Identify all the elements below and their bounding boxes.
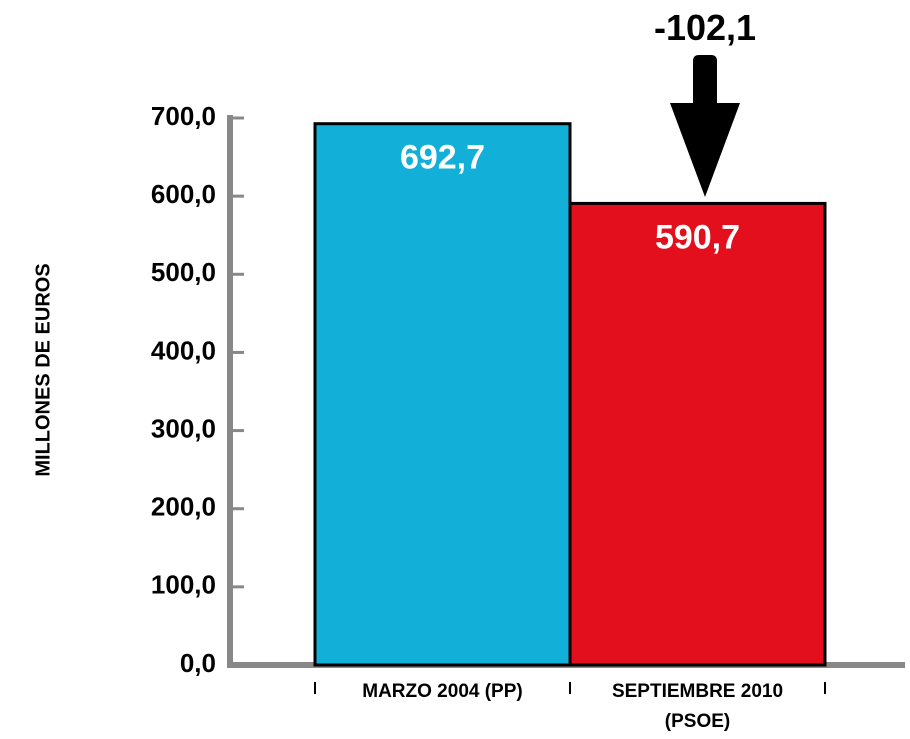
difference-label: -102,1 bbox=[654, 7, 756, 48]
labels: 0,0 100,0 200,0 300,0 400,0 500,0 600,0 700,0 69… bbox=[151, 101, 783, 732]
x-category-label: (PSOE) bbox=[665, 711, 730, 732]
y-tick-label: 400,0 bbox=[151, 335, 216, 365]
y-tick-label: 600,0 bbox=[151, 179, 216, 209]
y-axis-label: MILLONES DE EUROS bbox=[32, 263, 54, 476]
bar-value-label: 692,7 bbox=[400, 139, 485, 177]
x-category-label: MARZO 2004 (PP) bbox=[362, 681, 522, 702]
bar bbox=[313, 122, 572, 667]
difference-annotation: -102,1 bbox=[654, 7, 756, 197]
bars bbox=[313, 122, 827, 667]
y-tick-label: 300,0 bbox=[151, 413, 216, 443]
y-tick-label: 0,0 bbox=[180, 648, 216, 678]
y-tick-label: 700,0 bbox=[151, 101, 216, 131]
bar-value-label: 590,7 bbox=[655, 218, 740, 256]
down-arrow-icon bbox=[670, 55, 740, 197]
y-tick-label: 500,0 bbox=[151, 257, 216, 287]
y-tick-label: 100,0 bbox=[151, 570, 216, 600]
x-category-label: SEPTIEMBRE 2010 bbox=[612, 681, 783, 702]
y-tick-label: 200,0 bbox=[151, 492, 216, 522]
bar bbox=[568, 201, 827, 667]
